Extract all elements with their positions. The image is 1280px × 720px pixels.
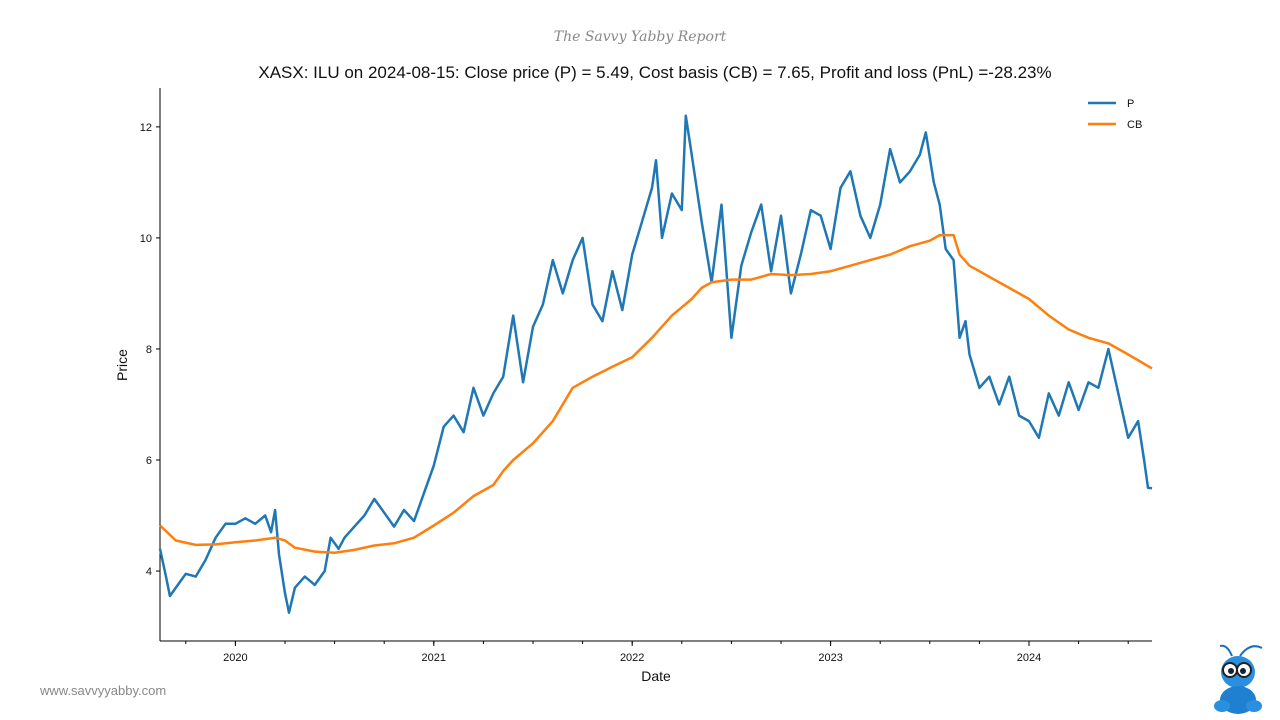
x-tick-label: 2024 [1017,652,1041,664]
y-tick-label: 4 [146,566,152,578]
yabby-mascot-logo [1214,644,1263,714]
legend-label: P [1127,98,1134,110]
series-line-cb [159,233,1153,554]
y-axis-label: Price [114,349,130,381]
y-tick-label: 8 [146,344,152,356]
series-line-p [158,114,1153,614]
brand-title: The Savvy Yabby Report [553,29,727,45]
x-axis-label: Date [641,668,671,684]
x-tick-label: 2021 [422,652,446,664]
y-tick-label: 6 [146,455,152,467]
legend-label: CB [1127,119,1142,131]
x-tick-label: 2023 [818,652,842,664]
chart-title: XASX: ILU on 2024-08-15: Close price (P)… [258,63,1051,82]
x-tick-label: 2022 [620,652,644,664]
x-tick-label: 2020 [223,652,247,664]
y-tick-label: 12 [140,122,152,134]
website-link[interactable]: www.savvyyabby.com [40,683,167,698]
y-tick-label: 10 [140,233,152,245]
